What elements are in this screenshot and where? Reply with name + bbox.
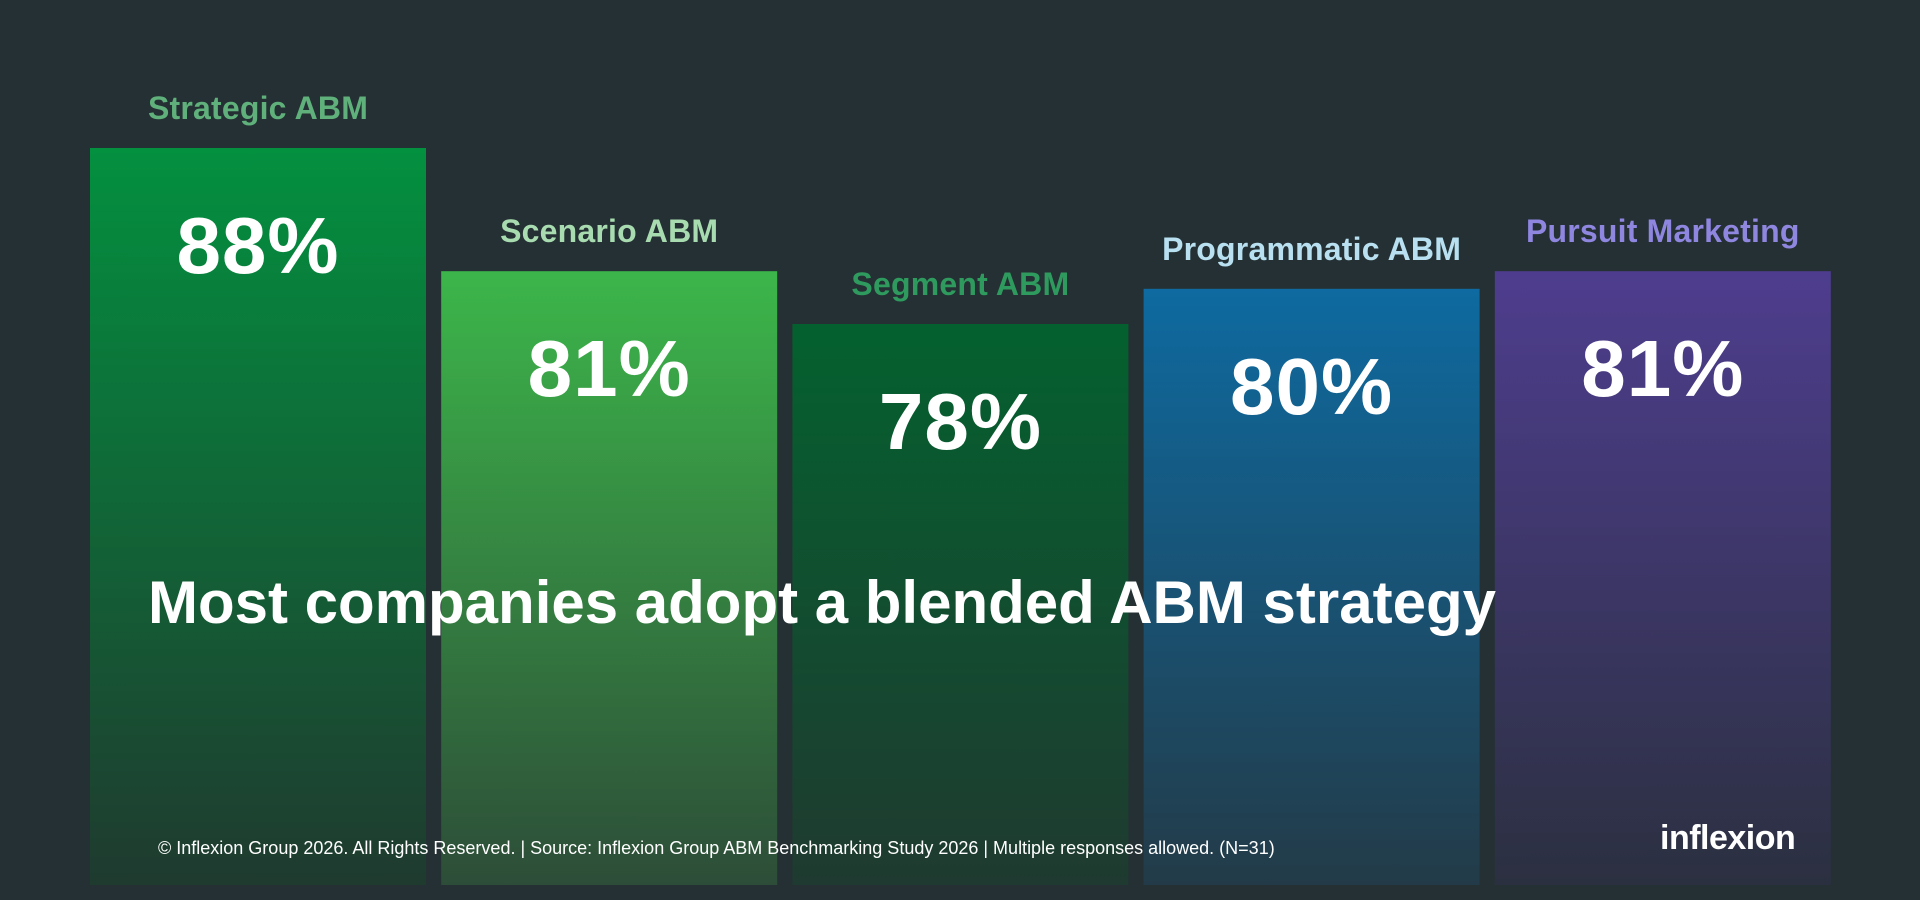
category-label: Programmatic ABM bbox=[1162, 230, 1462, 267]
category-label: Scenario ABM bbox=[500, 213, 719, 250]
bar-pursuit-marketing bbox=[1494, 271, 1831, 885]
bar-programmatic-abm bbox=[1143, 288, 1480, 885]
value-label: 80% bbox=[1230, 341, 1394, 431]
category-label: Pursuit Marketing bbox=[1525, 213, 1800, 250]
category-label: Strategic ABM bbox=[147, 90, 369, 126]
value-label: 81% bbox=[527, 324, 691, 414]
bar-scenario-abm bbox=[441, 271, 778, 885]
bar-strategic-abm bbox=[90, 148, 426, 885]
category-label: Segment ABM bbox=[851, 266, 1070, 302]
brand-logo: inflexion bbox=[1660, 819, 1796, 857]
value-label: 81% bbox=[1581, 324, 1745, 414]
value-label: 88% bbox=[176, 201, 340, 290]
footer-source-note: © Inflexion Group 2026. All Rights Reser… bbox=[158, 838, 1275, 858]
bar-segment-abm bbox=[792, 324, 1129, 885]
chart-title: Most companies adopt a blended ABM strat… bbox=[148, 569, 1496, 636]
value-label: 78% bbox=[878, 377, 1042, 466]
